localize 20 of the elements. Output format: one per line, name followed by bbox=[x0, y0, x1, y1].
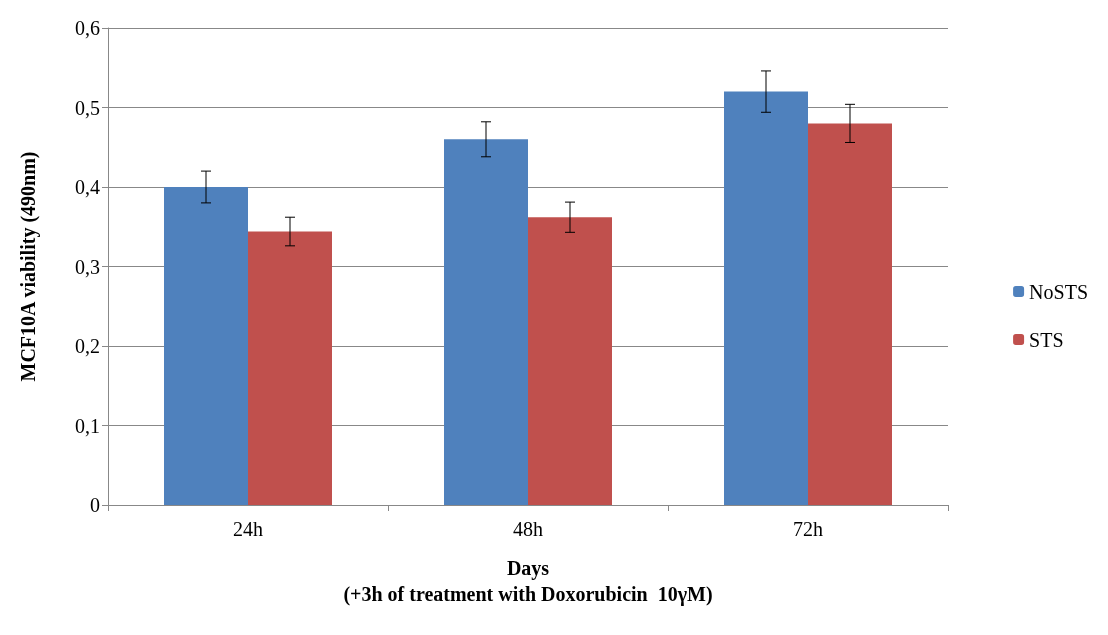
y-tick-label: 0,4 bbox=[75, 176, 100, 198]
y-tick-label: 0 bbox=[90, 494, 100, 516]
x-tick-label: 24h bbox=[233, 518, 263, 540]
legend-label: STS bbox=[1029, 328, 1064, 351]
x-tick-label: 48h bbox=[513, 518, 543, 540]
bar bbox=[724, 91, 808, 505]
y-tick-label: 0,2 bbox=[75, 335, 100, 357]
bar bbox=[808, 123, 892, 505]
x-tick-label: 72h bbox=[793, 518, 823, 540]
bar bbox=[528, 217, 612, 505]
y-tick-label: 0,6 bbox=[75, 17, 100, 39]
legend-label: NoSTS bbox=[1029, 280, 1088, 303]
y-axis-title: MCF10A viability (490nm) bbox=[17, 151, 40, 382]
y-tick-label: 0,1 bbox=[75, 414, 100, 437]
bar bbox=[444, 139, 528, 505]
x-axis-title: Days (+3h of treatment with Doxorubicin 10γM) bbox=[343, 557, 713, 606]
y-tick-label: 0,5 bbox=[75, 96, 100, 119]
bar bbox=[164, 187, 248, 505]
y-tick-label: 0,3 bbox=[75, 255, 100, 278]
bar bbox=[248, 231, 332, 505]
